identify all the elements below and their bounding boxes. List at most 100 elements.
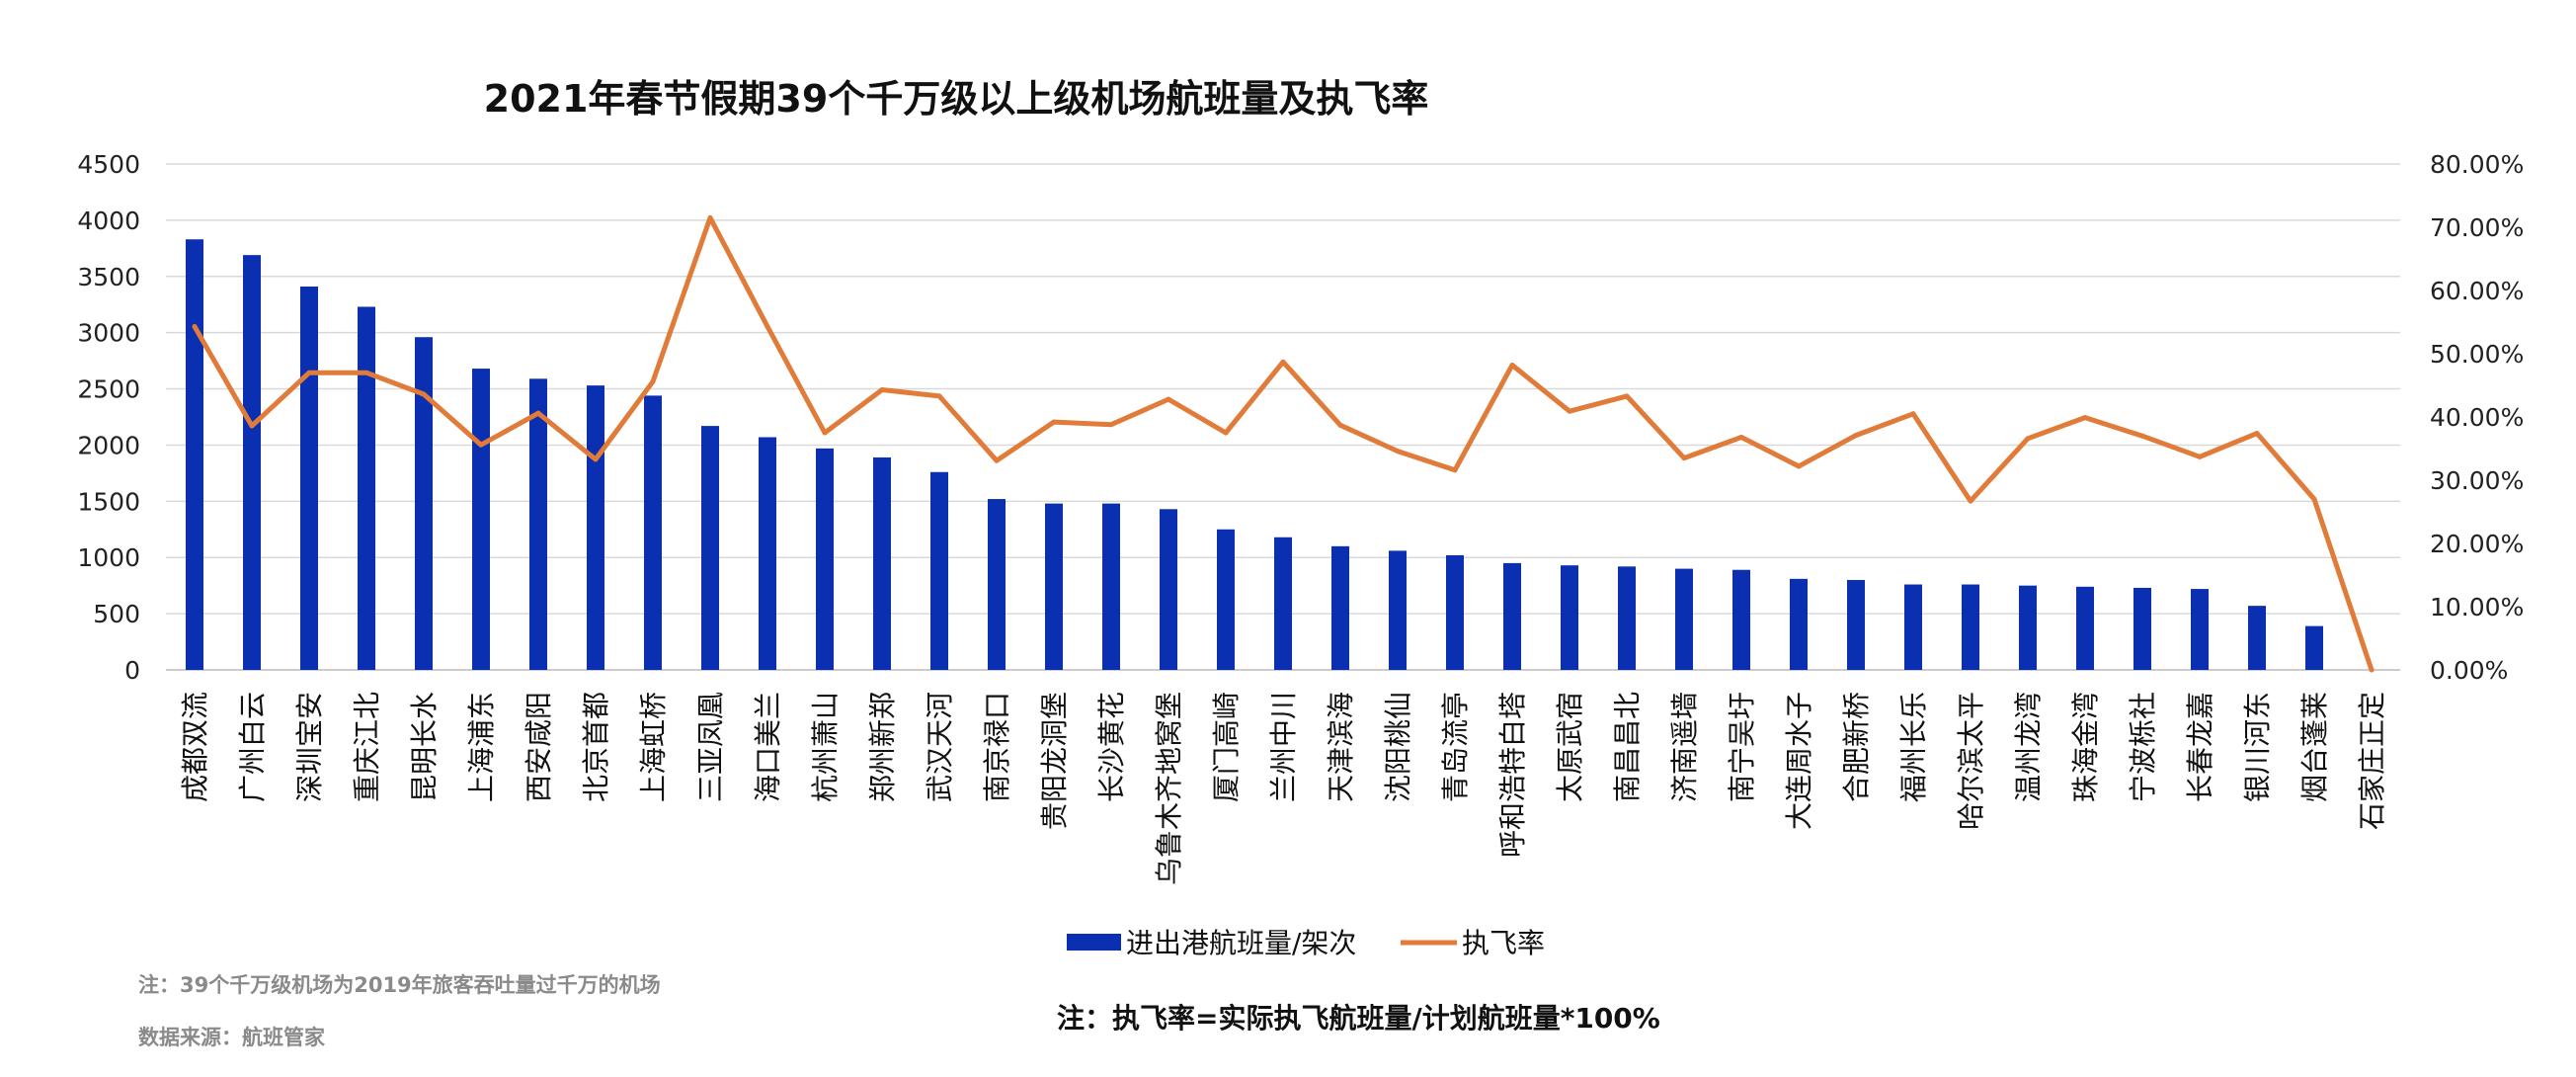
line-point — [1509, 363, 1515, 369]
line-point — [478, 442, 484, 448]
right-tick-label: 0.00% — [2430, 656, 2508, 685]
x-tick-label: 郑州新郑 — [866, 692, 899, 802]
right-tick-label: 80.00% — [2430, 150, 2524, 179]
legend-label-bar: 进出港航班量/架次 — [1126, 927, 1356, 959]
bar — [988, 499, 1006, 670]
x-tick-label: 厦门高崎 — [1210, 692, 1243, 802]
bar — [529, 378, 547, 670]
left-tick-label: 4000 — [77, 207, 140, 235]
x-tick-label: 深圳宝安 — [293, 692, 326, 802]
bar — [1618, 566, 1636, 670]
left-tick-label: 4500 — [77, 150, 140, 179]
x-tick-label: 青岛流亭 — [1439, 692, 1472, 802]
bar — [2019, 585, 2037, 670]
x-tick-label: 三亚凤凰 — [694, 692, 727, 802]
x-tick-label: 合肥新桥 — [1840, 692, 1873, 802]
x-tick-label: 大连周水子 — [1783, 692, 1815, 830]
x-tick-label: 宁波栎社 — [2127, 692, 2159, 802]
bar — [1274, 537, 1292, 670]
bar — [644, 395, 662, 670]
left-tick-label: 2000 — [77, 431, 140, 459]
right-tick-label: 20.00% — [2430, 530, 2524, 558]
line-point — [2311, 496, 2317, 502]
x-tick-label: 兰州中川 — [1267, 692, 1300, 802]
x-tick-label: 杭州萧山 — [809, 692, 842, 802]
bar — [1160, 509, 1177, 670]
right-tick-label: 30.00% — [2430, 466, 2524, 495]
bar — [2133, 587, 2151, 670]
line-point — [1223, 430, 1229, 436]
line-point — [1051, 419, 1057, 425]
bar — [2191, 589, 2209, 670]
line-point — [1910, 411, 1916, 417]
left-tick-label: 0 — [124, 656, 140, 685]
bar — [2076, 586, 2094, 670]
x-tick-label: 温州龙湾 — [2012, 692, 2045, 802]
x-tick-label: 北京首都 — [580, 692, 612, 802]
line-series — [192, 214, 2375, 673]
line-point — [1280, 359, 1286, 365]
line-point — [1853, 433, 1859, 439]
line-point — [306, 370, 312, 375]
x-tick-label: 乌鲁木齐地窝堡 — [1153, 692, 1185, 885]
bar — [2305, 625, 2323, 670]
x-tick-label: 成都双流 — [179, 692, 211, 802]
x-tick-label: 石家庄正定 — [2356, 692, 2388, 830]
x-tick-label: 西安咸阳 — [523, 692, 555, 802]
line-point — [2025, 436, 2031, 442]
bar — [1561, 565, 1578, 670]
line-point — [2369, 667, 2375, 673]
line-point — [535, 410, 541, 416]
bar — [816, 448, 834, 670]
line-point — [2139, 433, 2145, 439]
right-tick-label: 50.00% — [2430, 340, 2524, 369]
bar — [1732, 569, 1750, 670]
right-y-axis: 0.00% 10.00% 20.00% 30.00% 40.00% 50.00% 60.00… — [2430, 150, 2524, 685]
line-point — [879, 386, 885, 392]
line-point — [2254, 431, 2260, 437]
left-tick-label: 500 — [93, 600, 140, 628]
x-tick-label: 济南遥墙 — [1668, 692, 1701, 802]
bar — [759, 437, 776, 670]
bar — [415, 337, 433, 670]
x-tick-label: 南昌昌北 — [1611, 692, 1644, 802]
line-point — [1968, 498, 1973, 504]
right-tick-label: 60.00% — [2430, 277, 2524, 305]
bar — [873, 456, 891, 670]
left-tick-label: 2500 — [77, 375, 140, 404]
x-tick-label: 长沙黄花 — [1095, 692, 1128, 802]
bar — [701, 426, 719, 670]
x-tick-label: 南京禄口 — [981, 692, 1013, 802]
x-tick-label: 海口美兰 — [752, 692, 784, 802]
bar — [300, 287, 318, 670]
data-source: 数据来源：航班管家 — [138, 1026, 326, 1049]
note-formula: 注：执飞率=实际执飞航班量/计划航班量*100% — [1057, 1002, 1660, 1035]
line-point — [1681, 456, 1687, 461]
note-airports: 注：39个千万级机场为2019年旅客吞吐量过千万的机场 — [138, 973, 661, 997]
right-tick-label: 70.00% — [2430, 213, 2524, 242]
x-tick-label: 上海虹桥 — [637, 692, 670, 802]
bar — [1503, 562, 1521, 670]
bar-series — [186, 239, 2323, 670]
bar — [587, 385, 604, 670]
bar — [1904, 584, 1922, 670]
x-tick-label: 贵阳龙洞堡 — [1038, 692, 1071, 830]
bar — [472, 369, 490, 670]
x-tick-label: 广州白云 — [236, 692, 269, 802]
bar — [243, 255, 261, 670]
legend: 进出港航班量/架次 执飞率 — [1067, 927, 1545, 959]
x-tick-label: 天津滨海 — [1325, 692, 1357, 802]
x-tick-label: 太原武宿 — [1554, 692, 1586, 802]
x-tick-label: 长春龙嘉 — [2184, 692, 2216, 802]
x-tick-label: 福州长乐 — [1897, 692, 1930, 802]
right-tick-label: 10.00% — [2430, 593, 2524, 621]
line-point — [1395, 449, 1401, 455]
x-axis-labels: 成都双流 广州白云 深圳宝安 重庆江北 昆明长水 上海浦东 西安咸阳 北京首都 上海虹桥 三亚凤凰… — [179, 692, 2388, 885]
x-tick-label: 珠海金湾 — [2069, 692, 2102, 802]
x-tick-label: 上海浦东 — [465, 692, 498, 802]
x-tick-label: 昆明长水 — [408, 692, 441, 802]
bar — [1675, 568, 1693, 670]
line-point — [650, 378, 656, 384]
line-point — [1166, 396, 1171, 402]
line-point — [1738, 434, 1744, 440]
